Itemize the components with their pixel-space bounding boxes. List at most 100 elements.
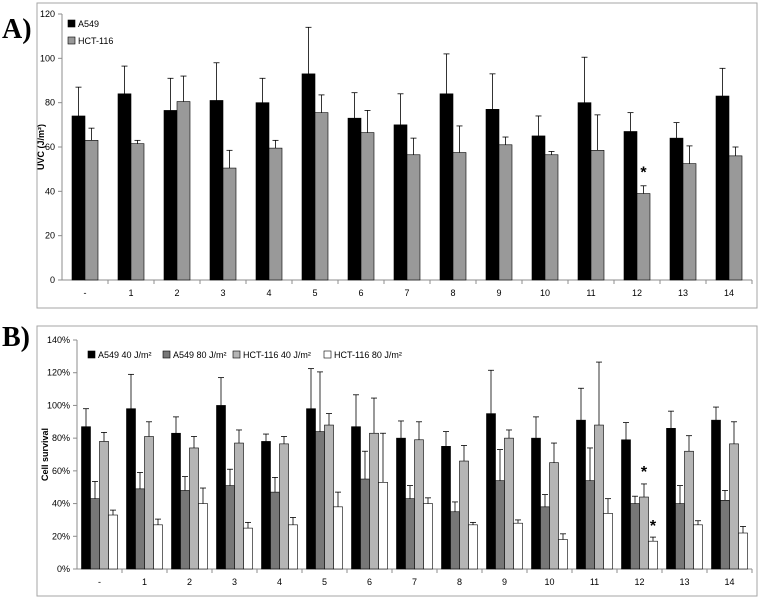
bar [441,446,451,570]
bar [675,503,685,570]
bar [684,450,694,570]
bar [351,426,361,570]
bar [558,539,568,570]
x-tick-label: 10 [540,288,550,298]
significance-annotation: * [641,464,648,481]
bar [301,73,316,281]
bar [234,442,244,570]
bar [531,437,541,570]
legend-swatch [232,350,241,359]
x-tick-label: 4 [266,288,271,298]
bar [504,437,514,570]
bar [603,513,613,570]
legend-swatch [323,350,332,359]
x-tick-label: 11 [586,288,595,298]
bar [577,102,592,281]
bar [306,408,316,570]
bar [715,95,730,281]
x-tick-label: 12 [632,288,642,298]
bar [414,439,424,570]
bar [222,167,237,281]
bar [255,102,270,281]
bar [180,490,190,570]
y-tick-label: 0 [50,275,55,285]
bar [669,137,684,281]
bar [544,154,559,281]
legend-label: HCT-116 [78,36,113,46]
bar [314,112,329,281]
chart-frame [36,325,758,597]
chart-b: 0% 20% 40% 60% 80% 100% 120% 140% Cell survival -… [36,325,758,597]
bar [495,480,505,570]
bar [648,540,658,570]
legend-label: A549 40 J/m² [98,350,152,360]
legend-swatch [162,350,171,359]
bar [396,437,406,570]
x-tick-label: 9 [496,288,501,298]
significance-annotation: * [640,164,647,181]
x-tick-label: 11 [590,577,599,587]
bar [268,147,283,281]
x-tick-label: - [98,577,101,587]
bar [720,500,730,570]
bar [279,443,289,570]
x-tick-label: 3 [220,288,225,298]
x-tick-label: 4 [277,577,282,587]
bar [163,110,178,281]
bar [333,506,343,570]
bar [393,124,408,281]
bar [360,132,375,281]
bar [630,503,640,570]
y-tick-label: 60% [52,466,70,476]
x-tick-label: 6 [358,288,363,298]
bar [468,524,478,570]
x-tick-label: 10 [544,577,554,587]
bar [594,424,604,570]
panel-a: A) 0 20 40 60 80 100 120 UVC (J/m²) -1 2 3 4 5 6 7 8 9 10… [2,2,758,309]
x-tick-label: 13 [678,288,688,298]
legend-label: A549 80 J/m² [173,350,227,360]
y-tick-label: 0% [57,564,70,574]
bar [682,163,697,281]
legend-swatch [67,19,76,28]
bar [108,514,118,570]
bar [729,443,739,570]
x-tick-label: - [84,288,87,298]
y-tick-label: 40 [45,186,55,196]
bar [549,462,559,570]
bar [576,419,586,570]
bar [90,498,100,570]
bar [585,480,595,570]
bar [498,144,513,281]
bar [324,424,334,570]
y-tick-label: 100 [40,53,55,63]
x-tick-label: 6 [367,577,372,587]
panel-a-label: A) [2,14,32,45]
bar [144,436,154,570]
x-tick-label: 2 [174,288,179,298]
bar [636,193,651,281]
y-tick-label: 60 [45,142,55,152]
legend-label: HCT-116 40 J/m² [243,350,311,360]
bar [621,439,631,570]
legend-label: HCT-116 80 J/m² [334,350,402,360]
chart-frame [36,2,758,309]
bar [531,135,546,281]
bar [406,154,421,281]
bar [486,413,496,570]
bar [225,485,235,570]
y-tick-label: 140% [47,335,70,345]
legend-swatch [87,350,96,359]
bar [738,532,748,570]
bar [728,155,743,281]
bar [452,152,467,281]
bar [270,491,280,570]
bar [590,150,605,281]
y-tick-label: 20 [45,231,55,241]
x-tick-label: 1 [128,288,133,298]
bar [261,441,271,570]
bar [81,426,91,570]
bar [176,101,191,281]
bar [216,405,226,570]
